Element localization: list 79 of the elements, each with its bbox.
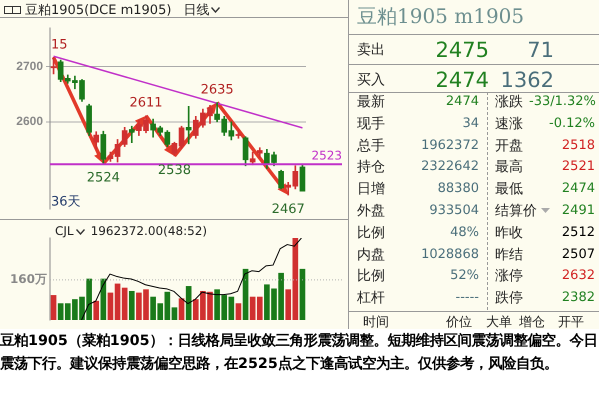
text: 时间 bbox=[363, 314, 389, 331]
annotation: 15 bbox=[51, 37, 68, 52]
text: 现手 bbox=[357, 114, 385, 133]
text: 34 bbox=[461, 116, 479, 131]
text: 持仓 bbox=[357, 158, 385, 176]
bar bbox=[50, 295, 56, 320]
chart-title: CJL bbox=[55, 224, 74, 238]
text: 2521 bbox=[560, 159, 595, 174]
text: 比例 bbox=[357, 267, 385, 286]
text: 豆粕1905（菜粕1905）：日线格局呈收敛三角形震荡调整。短期维持区间震荡调整偏空。今日震荡下行。建议保持震荡偏空思路，在2525点之下逢高试空为主。仅供参考，风险自负。 bbox=[0, 332, 599, 374]
text: 933504 bbox=[428, 203, 479, 218]
annotation: 2467 bbox=[272, 202, 305, 217]
text: 48% bbox=[449, 224, 479, 240]
text: 豆粕1905 m1905 bbox=[357, 3, 524, 30]
text: 最新 bbox=[357, 93, 385, 111]
text: 1028868 bbox=[420, 246, 479, 262]
text: 外盘 bbox=[357, 202, 385, 220]
text: 价位 bbox=[446, 314, 472, 331]
bar bbox=[236, 303, 242, 320]
text: 内盘 bbox=[357, 246, 385, 264]
chart-subtitle: 1962372.00(48:52) bbox=[90, 224, 208, 238]
text: 2322642 bbox=[420, 159, 479, 174]
text: 买入 bbox=[357, 71, 385, 89]
text: 最低 bbox=[495, 180, 523, 198]
ref-line-label: 2523 bbox=[311, 148, 342, 162]
ref-line-label: 160万 bbox=[10, 272, 47, 286]
chart-title: 豆粕1905(DCE m1905) bbox=[25, 3, 172, 18]
text: 2474 bbox=[560, 181, 595, 196]
text: 总手 bbox=[357, 136, 385, 155]
text: 涨停 bbox=[495, 267, 523, 286]
text: 2382 bbox=[560, 290, 595, 306]
text: 71 bbox=[526, 38, 554, 62]
chart-subtitle: 日线 bbox=[183, 3, 210, 18]
candlestick bbox=[50, 57, 56, 74]
text: 卖出 bbox=[357, 41, 385, 59]
text: ----- bbox=[454, 290, 479, 306]
annotation: 2611 bbox=[129, 96, 163, 111]
text: 大单 bbox=[486, 314, 512, 331]
bar bbox=[178, 298, 184, 320]
text: 跌停 bbox=[495, 289, 523, 308]
text: 2518 bbox=[560, 138, 595, 153]
text: 2475 bbox=[434, 38, 489, 62]
text: 结算价 bbox=[495, 202, 538, 220]
text: 增仓 bbox=[519, 314, 545, 331]
bar bbox=[93, 300, 100, 320]
annotation: 36天 bbox=[51, 194, 81, 210]
text: 2491 bbox=[562, 203, 595, 218]
bar bbox=[186, 286, 192, 320]
text: 日增 bbox=[357, 180, 385, 198]
text: 比例 bbox=[357, 224, 385, 242]
text: -0.12% bbox=[548, 116, 595, 131]
text: 2512 bbox=[560, 224, 595, 240]
text: 昨收 bbox=[495, 224, 523, 242]
text: 涨跌 bbox=[495, 93, 523, 111]
text: 2474 bbox=[434, 68, 489, 92]
text: 速涨 bbox=[495, 114, 523, 133]
text: 2507 bbox=[560, 246, 595, 262]
annotation: 2524 bbox=[86, 170, 120, 186]
y-tick-label: 2600 bbox=[16, 114, 44, 128]
text: 昨结 bbox=[495, 246, 523, 264]
text: 最高 bbox=[495, 158, 523, 176]
text: 1962372 bbox=[420, 138, 479, 153]
text: 88380 bbox=[436, 181, 479, 196]
text: 1362 bbox=[500, 68, 554, 92]
y-tick-label: 2700 bbox=[16, 59, 44, 74]
bar bbox=[300, 268, 306, 320]
candlestick bbox=[236, 130, 242, 139]
bar bbox=[128, 290, 135, 320]
text: 2632 bbox=[560, 268, 595, 284]
text: -33/1.32% bbox=[529, 94, 596, 109]
text: 2474 bbox=[444, 94, 479, 109]
annotation: 2635 bbox=[200, 82, 234, 98]
text: 开平 bbox=[558, 314, 584, 331]
bar bbox=[242, 268, 248, 320]
text: 开盘 bbox=[495, 136, 523, 155]
annotation: 2538 bbox=[158, 162, 191, 178]
text: 52% bbox=[449, 268, 479, 284]
bar bbox=[100, 278, 106, 320]
text: 杠杆 bbox=[357, 289, 385, 308]
